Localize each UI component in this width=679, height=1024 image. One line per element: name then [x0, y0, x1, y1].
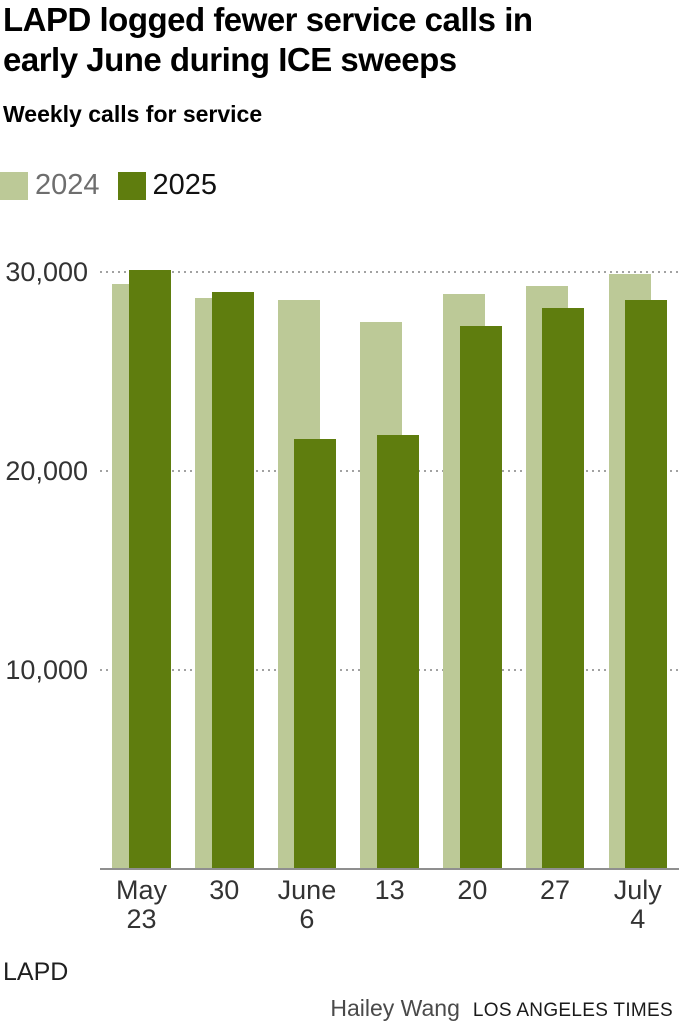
- legend-label-2024: 2024: [35, 169, 100, 201]
- credit: Hailey Wang LOS ANGELES TIMES: [330, 995, 673, 1022]
- y-axis-tick-label: 20,000: [5, 456, 88, 486]
- legend-label-2025: 2025: [152, 169, 218, 201]
- legend-swatch-2024: [0, 171, 28, 200]
- x-axis-tick-label: 20: [427, 876, 517, 905]
- x-axis-tick-label: June 6: [262, 876, 352, 934]
- gridline-30,000: [100, 271, 679, 273]
- legend-swatch-2025: [117, 171, 146, 200]
- x-axis-tick-line: 6: [299, 904, 315, 934]
- chart-title-line-1: LAPD logged fewer service calls in: [3, 1, 533, 38]
- x-axis-tick-label: May 23: [97, 876, 187, 934]
- x-axis-tick-label: July 4: [593, 876, 679, 934]
- x-axis-tick-label: 30: [179, 876, 269, 905]
- x-axis-tick-label: 13: [345, 876, 435, 905]
- x-axis-tick-line: May: [116, 875, 168, 905]
- x-axis-tick-line: June: [277, 875, 337, 905]
- bar-2025-may-23: [128, 270, 171, 869]
- legend: 2024 2025: [0, 169, 217, 202]
- x-axis-tick-line: 30: [209, 875, 240, 905]
- chart-title-line-2: early June during ICE sweeps: [3, 41, 457, 78]
- source-label: LAPD: [3, 958, 69, 986]
- credit-author: Hailey Wang: [330, 995, 460, 1021]
- y-axis-tick-label: 10,000: [5, 655, 88, 685]
- x-axis-line: [100, 868, 679, 870]
- y-axis-tick-label: 30,000: [5, 257, 88, 287]
- legend-item-2024: 2024: [0, 169, 100, 202]
- x-axis-tick-line: 27: [540, 875, 571, 905]
- x-axis-tick-line: 23: [126, 904, 157, 934]
- chart-title: LAPD logged fewer service calls in early…: [3, 0, 677, 80]
- bar-2025-30: [211, 291, 254, 869]
- x-axis-tick-line: 13: [374, 875, 405, 905]
- bar-2025-13: [376, 435, 419, 869]
- bar-2025-june-6: [294, 439, 337, 869]
- x-axis-tick-label: 27: [510, 876, 600, 905]
- bar-2025-july-4: [625, 299, 667, 869]
- bar-2025-20: [459, 325, 502, 869]
- x-axis-tick-line: 4: [630, 904, 646, 934]
- x-axis-tick-line: July: [613, 875, 662, 905]
- chart-subtitle: Weekly calls for service: [3, 101, 263, 127]
- x-axis-tick-line: 20: [457, 875, 488, 905]
- legend-item-2025: 2025: [117, 169, 218, 202]
- credit-org: LOS ANGELES TIMES: [472, 1000, 673, 1021]
- bar-2025-27: [542, 307, 585, 869]
